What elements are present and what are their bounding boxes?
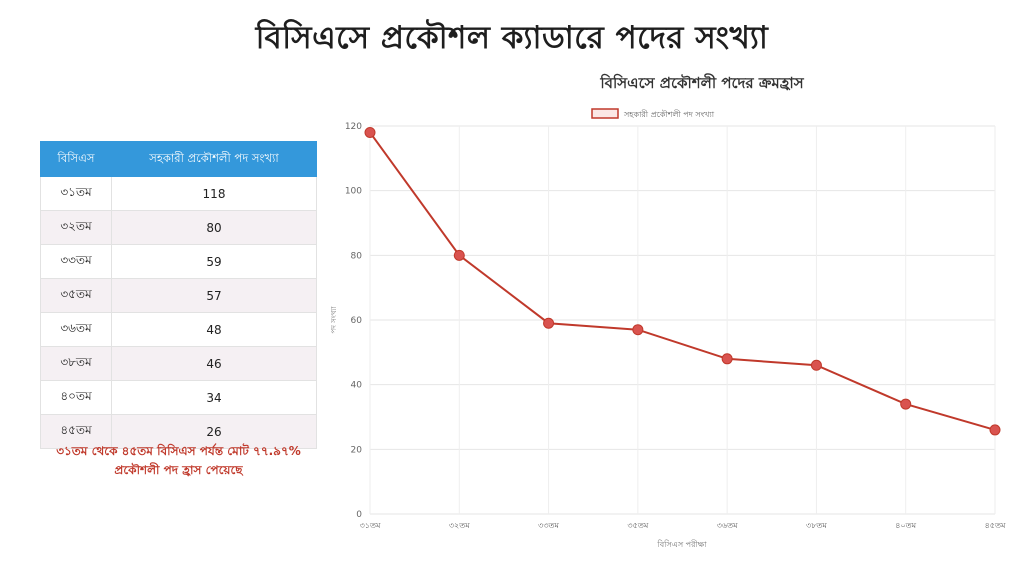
x-tick-label: ৩১তম	[360, 521, 381, 530]
posts-table: বিসিএস সহকারী প্রকৌশলী পদ সংখ্যা ৩১তম 11…	[40, 141, 317, 449]
table-row: ৩৬তম 48	[40, 312, 317, 347]
chart-grid	[369, 125, 996, 515]
x-tick-label: ৪০তম	[895, 521, 916, 530]
x-tick-label: ৩৫তম	[627, 521, 648, 530]
data-point[interactable]	[900, 398, 912, 410]
row-count: 118	[111, 176, 317, 211]
row-bcs: ৩৩তম	[40, 244, 112, 279]
y-tick-label: 40	[351, 381, 363, 391]
x-axis-label: বিসিএস পরীক্ষা	[656, 539, 707, 549]
row-count: 26	[111, 414, 317, 449]
x-tick-label: ৩২তম	[449, 521, 470, 530]
header-bcs: বিসিএস	[40, 141, 112, 177]
y-tick-label: 0	[356, 510, 362, 520]
x-tick-label: ৩৮তম	[806, 521, 827, 530]
page-title: বিসিএসে প্রকৌশল ক্যাডারে পদের সংখ্যা	[255, 20, 769, 56]
row-count: 57	[111, 278, 317, 313]
data-point[interactable]	[364, 126, 376, 138]
row-bcs: ৪০তম	[40, 380, 112, 415]
x-tick-label: ৪৫তম	[985, 521, 1006, 530]
table-header-row: বিসিএস সহকারী প্রকৌশলী পদ সংখ্যা	[40, 141, 317, 177]
table-row: ৩১তম 118	[40, 176, 317, 211]
y-tick-label: 20	[351, 445, 363, 455]
y-tick-label: 80	[351, 251, 363, 261]
table-row: ৩২তম 80	[40, 210, 317, 245]
y-axis-ticks: 0 20 40 60 80 100 120	[345, 122, 362, 520]
row-bcs: ৩৫তম	[40, 278, 112, 313]
row-count: 80	[111, 210, 317, 245]
row-count: 46	[111, 346, 317, 381]
data-point[interactable]	[810, 359, 822, 371]
series-line	[369, 131, 996, 431]
series-points	[364, 126, 1001, 436]
row-bcs: ৪৫তম	[40, 414, 112, 449]
row-bcs: ৩৮তম	[40, 346, 112, 381]
legend-swatch	[591, 108, 619, 119]
row-count: 59	[111, 244, 317, 279]
table-row: ৩৮তম 46	[40, 346, 317, 381]
row-count: 34	[111, 380, 317, 415]
x-axis-ticks: ৩১তম ৩২তম ৩৩তম ৩৫তম ৩৬তম ৩৮তম ৪০তম ৪৫তম	[360, 521, 1006, 530]
decline-note: ৩১তম থেকে ৪৫তম বিসিএস পর্যন্ত মোট ৭৭.৯৭%…	[40, 442, 317, 480]
row-bcs: ৩২তম	[40, 210, 112, 245]
decline-note-line2: প্রকৌশলী পদ হ্রাস পেয়েছে	[114, 463, 243, 477]
x-tick-label: ৩৬তম	[717, 521, 738, 530]
table-row: ৪০তম 34	[40, 380, 317, 415]
y-tick-label: 60	[351, 316, 363, 326]
decline-note-line1: ৩১তম থেকে ৪৫তম বিসিএস পর্যন্ত মোট ৭৭.৯৭%	[56, 444, 301, 458]
row-bcs: ৩৬তম	[40, 312, 112, 347]
chart-title: বিসিএসে প্রকৌশলী পদের ক্রমহ্রাস	[599, 73, 804, 92]
y-tick-label: 120	[345, 122, 362, 132]
data-point[interactable]	[632, 324, 644, 336]
data-point[interactable]	[543, 317, 555, 329]
data-point[interactable]	[989, 424, 1001, 436]
row-bcs: ৩১তম	[40, 176, 112, 211]
table-row: ৩৩তম 59	[40, 244, 317, 279]
y-tick-label: 100	[345, 187, 362, 197]
data-table-container: বিসিএস সহকারী প্রকৌশলী পদ সংখ্যা ৩১তম 11…	[40, 141, 317, 449]
table-row: ৪৫তম 26	[40, 414, 317, 449]
x-tick-label: ৩৩তম	[538, 521, 559, 530]
line-chart: বিসিএসে প্রকৌশলী পদের ক্রমহ্রাস সহকারী প…	[330, 73, 1006, 549]
table-row: ৩৫তম 57	[40, 278, 317, 313]
y-axis-label: পদ সংখ্যা	[330, 306, 338, 334]
legend-label: সহকারী প্রকৌশলী পদ সংখ্যা	[623, 109, 715, 119]
header-post-count: সহকারী প্রকৌশলী পদ সংখ্যা	[111, 141, 317, 177]
chart-legend[interactable]: সহকারী প্রকৌশলী পদ সংখ্যা	[591, 108, 715, 119]
data-point[interactable]	[453, 249, 465, 261]
row-count: 48	[111, 312, 317, 347]
data-point[interactable]	[721, 353, 733, 365]
